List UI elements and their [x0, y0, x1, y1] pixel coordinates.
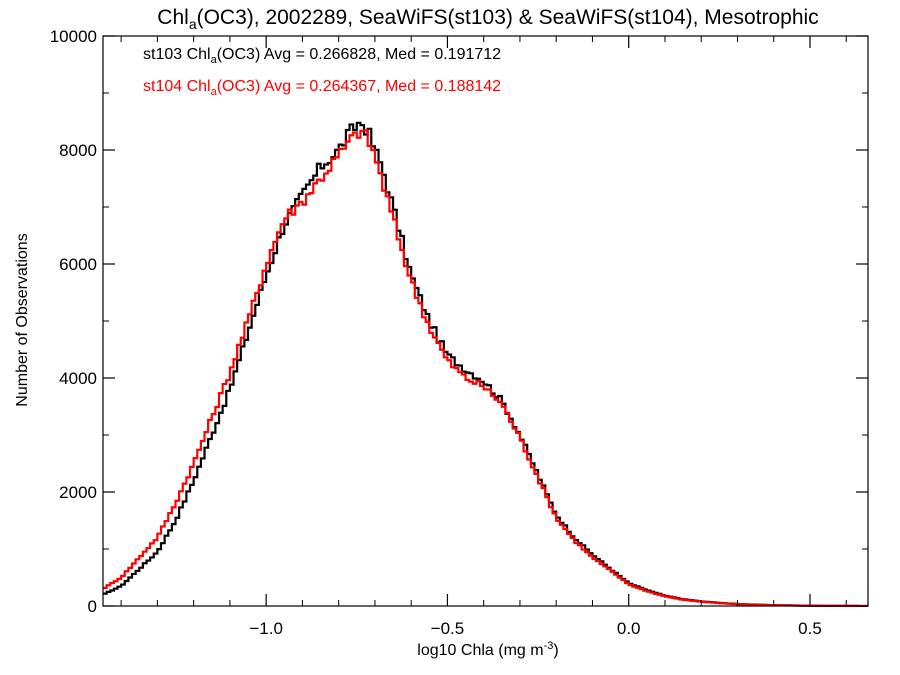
y-tick-label: 10000 — [50, 27, 97, 46]
x-tick-label: 0.5 — [798, 619, 822, 638]
x-tick-label: −1.0 — [249, 619, 283, 638]
y-tick-label: 4000 — [59, 369, 97, 388]
x-tick-label: −0.5 — [431, 619, 465, 638]
y-tick-label: 6000 — [59, 255, 97, 274]
x-tick-label: 0.0 — [617, 619, 641, 638]
legend-st103: st103 Chla(OC3) Avg = 0.266828, Med = 0.… — [143, 46, 501, 66]
y-tick-label: 0 — [88, 597, 97, 616]
axis-layer: −1.0 −0.5 0.0 0.5 0 2000 4000 6000 8000 10000 — [50, 27, 869, 638]
chart-title: Chla(OC3), 2002289, SeaWiFS(st103) & Sea… — [157, 6, 818, 32]
y-tick-label: 2000 — [59, 483, 97, 502]
legend-st104: st104 Chla(OC3) Avg = 0.264367, Med = 0.… — [143, 78, 501, 98]
x-axis-label: log10 Chla (mg m-3) — [417, 640, 558, 659]
y-tick-label: 8000 — [59, 141, 97, 160]
y-axis-label: Number of Observations — [14, 233, 31, 406]
